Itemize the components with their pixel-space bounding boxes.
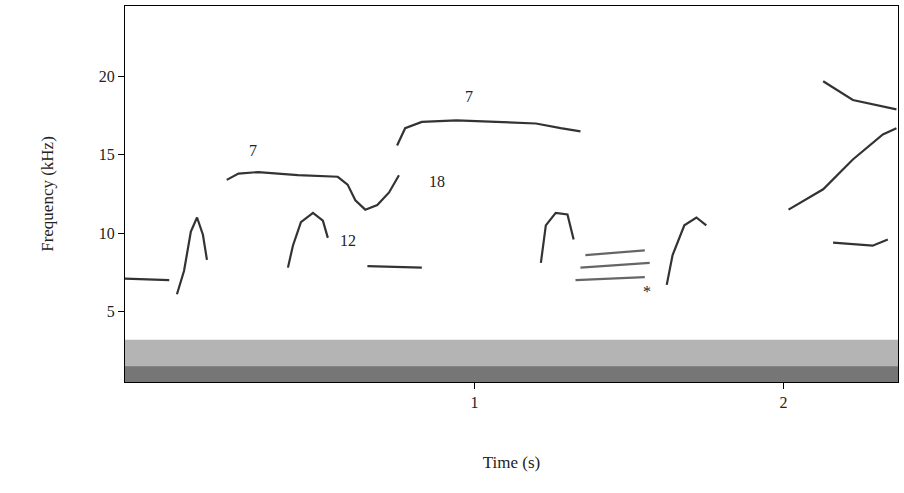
svg-text:Frequency (kHz): Frequency (kHz): [38, 136, 57, 252]
svg-text:2: 2: [780, 394, 788, 411]
svg-text:7: 7: [465, 88, 473, 105]
svg-text:*: *: [643, 283, 651, 300]
svg-text:20: 20: [99, 68, 115, 85]
svg-text:15: 15: [99, 146, 115, 163]
svg-text:5: 5: [107, 303, 115, 320]
svg-text:18: 18: [429, 173, 445, 190]
svg-text:10: 10: [99, 225, 115, 242]
svg-text:12: 12: [340, 232, 356, 249]
svg-text:7: 7: [249, 142, 257, 159]
svg-text:1: 1: [470, 394, 478, 411]
svg-text:Time (s): Time (s): [483, 453, 540, 472]
